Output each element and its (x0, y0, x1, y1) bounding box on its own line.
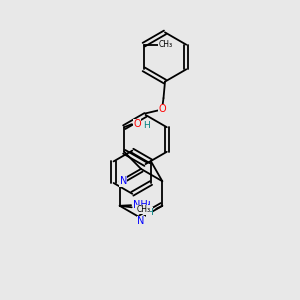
Text: CH₃: CH₃ (158, 40, 173, 49)
Text: NH: NH (136, 201, 151, 211)
Text: N: N (137, 216, 145, 226)
Text: O: O (158, 104, 166, 115)
Text: H: H (143, 121, 149, 130)
Text: CH₃: CH₃ (136, 205, 150, 214)
Text: O: O (133, 119, 141, 129)
Text: N: N (120, 176, 127, 186)
Text: H: H (143, 206, 149, 215)
Text: NH: NH (133, 200, 148, 210)
Text: H: H (146, 208, 153, 217)
